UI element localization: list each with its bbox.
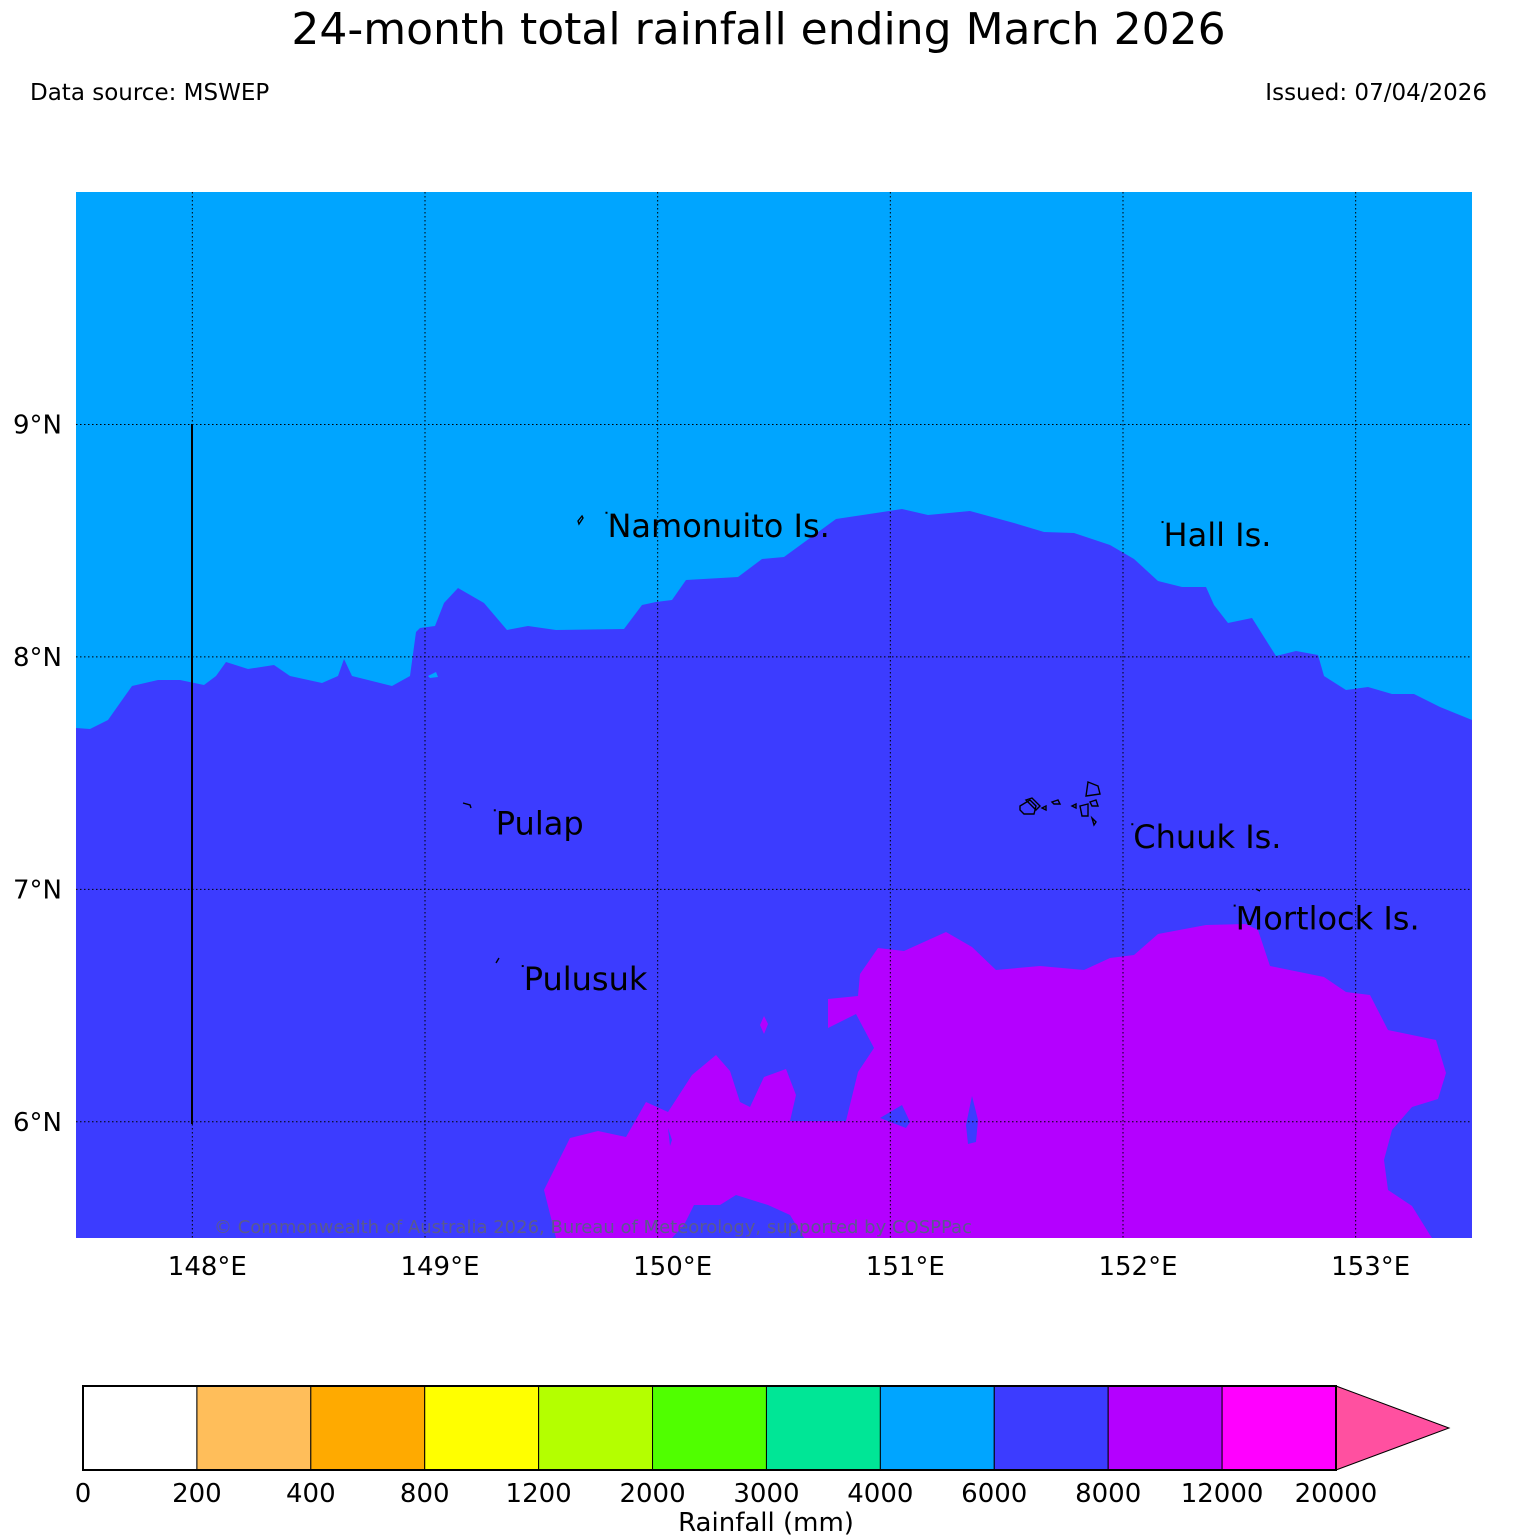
place-label: Chuuk Is. <box>1133 818 1281 856</box>
colorbar-tick-label: 400 <box>286 1479 336 1509</box>
zone-8000-12000-spot-b <box>896 1046 906 1052</box>
latitude-labels: 6°N 7°N 8°N 9°N <box>13 410 62 1137</box>
colorbar-segment <box>196 1385 312 1471</box>
colorbar-tick-label: 200 <box>172 1479 222 1509</box>
zone-6000-8000-pocket-b <box>966 1096 978 1144</box>
zone-6000-8000-pocket-c <box>668 1128 672 1146</box>
place-labels: Namonuito Is. Hall Is. Pulap Chuuk Is. Mortl… <box>493 507 1420 998</box>
colorbar-tick-label: 6000 <box>961 1479 1027 1509</box>
colorbar-tick-label: 1200 <box>506 1479 572 1509</box>
colorbar-tick-label: 3000 <box>733 1479 799 1509</box>
colorbar-segment <box>1107 1385 1223 1471</box>
colorbar <box>82 1385 1451 1471</box>
place-label: Pulap <box>496 804 584 842</box>
chuuk-outline-9 <box>1040 804 1047 812</box>
pulap-outline <box>462 802 472 809</box>
colorbar-tick-label: 8000 <box>1075 1479 1141 1509</box>
chuuk-outline-1 <box>1085 781 1101 797</box>
colorbar-tick-label: 0 <box>75 1479 92 1509</box>
lon-tick-label: 149°E <box>400 1252 479 1282</box>
issued-date-label: Issued: 07/04/2026 <box>1265 80 1487 106</box>
colorbar-segment <box>310 1385 426 1471</box>
colorbar-tick-label: 4000 <box>847 1479 913 1509</box>
colorbar-tick-label: 800 <box>400 1479 450 1509</box>
copyright-notice: © Commonwealth of Australia 2026, Bureau… <box>214 1217 972 1238</box>
pulusuk-outline <box>495 957 500 964</box>
colorbar-segment <box>82 1385 198 1471</box>
place-marker <box>1161 521 1164 524</box>
lat-tick-label: 7°N <box>13 875 62 905</box>
zone-4000-6000-spot <box>428 672 438 678</box>
chuuk-outline-2 <box>1079 803 1089 817</box>
zone-6000-8000-pocket-a <box>880 1105 910 1128</box>
namonuito-outline <box>577 514 584 526</box>
place-label: Mortlock Is. <box>1236 900 1420 938</box>
map-title: 24-month total rainfall ending March 202… <box>291 4 1226 55</box>
colorbar-extend-arrow <box>1335 1385 1451 1471</box>
place-marker <box>521 965 524 968</box>
chuuk-outline-7 <box>1019 799 1037 815</box>
colorbar-segment <box>652 1385 767 1471</box>
colorbar-ticks: 0 200 400 800 1200 2000 3000 4000 6000 8000 12000 2… <box>75 1479 1378 1509</box>
lon-tick-label: 151°E <box>866 1252 945 1282</box>
lon-tick-label: 148°E <box>168 1252 247 1282</box>
gridlines <box>76 192 1472 1238</box>
place-label: Pulusuk <box>524 960 648 998</box>
lon-tick-label: 152°E <box>1098 1252 1177 1282</box>
data-source-label: Data source: MSWEP <box>30 80 270 106</box>
chuuk-outline-3 <box>1089 799 1099 807</box>
colorbar-tick-label: 2000 <box>619 1479 685 1509</box>
colorbar-outline <box>82 1385 1337 1471</box>
chuuk-outline-4 <box>1090 815 1097 827</box>
colorbar-segment <box>879 1385 995 1471</box>
colorbar-segment <box>424 1385 540 1471</box>
place-label: Namonuito Is. <box>607 507 829 545</box>
colorbar-tick-label: 20000 <box>1295 1479 1378 1509</box>
mortlock-outline <box>1255 888 1261 892</box>
rainfall-fill-layer <box>76 192 1472 1238</box>
colorbar-segment <box>993 1385 1109 1471</box>
chuuk-outline-8 <box>1024 797 1041 811</box>
lon-tick-label: 153°E <box>1331 1252 1410 1282</box>
place-marker <box>605 511 608 514</box>
lat-tick-label: 6°N <box>13 1108 62 1138</box>
lat-tick-label: 9°N <box>13 410 62 440</box>
colorbar-segment <box>1221 1385 1337 1471</box>
chuuk-outline-6 <box>1070 802 1077 810</box>
lon-tick-label: 150°E <box>633 1252 712 1282</box>
colorbar-tick-label: 12000 <box>1181 1479 1264 1509</box>
place-label: Hall Is. <box>1164 516 1272 554</box>
colorbar-segment <box>765 1385 881 1471</box>
chuuk-outline-5 <box>1050 799 1062 805</box>
place-marker <box>1233 904 1236 907</box>
zone-8000-12000 <box>544 924 1446 1238</box>
longitude-labels: 148°E 149°E 150°E 151°E 152°E 153°E <box>168 1252 1410 1282</box>
lat-tick-label: 8°N <box>13 643 62 673</box>
island-outlines <box>462 514 1261 964</box>
place-marker <box>1131 823 1134 826</box>
place-marker <box>493 809 496 812</box>
colorbar-segment <box>538 1385 654 1471</box>
colorbar-label: Rainfall (mm) <box>678 1508 854 1538</box>
zone-8000-12000-spot-a <box>760 1016 768 1034</box>
